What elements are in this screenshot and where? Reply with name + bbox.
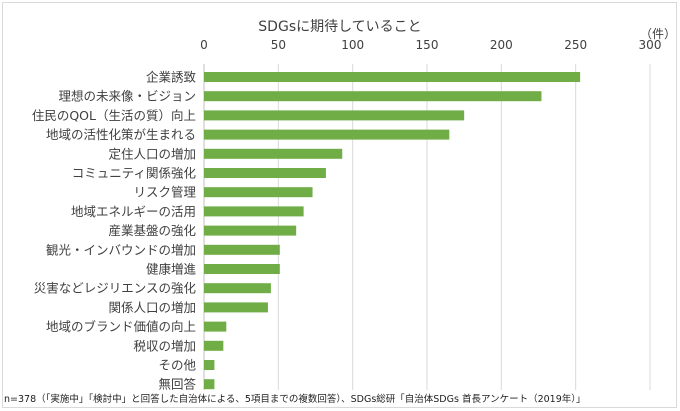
footnote: n=378（「実施中」「検討中」と回答した自治体による、5項目までの複数回答）、… <box>4 394 586 405</box>
bar-7 <box>204 206 304 217</box>
bar-14 <box>204 340 224 351</box>
bar-0 <box>204 72 581 82</box>
category-label-12: 関係人口の増加 <box>108 300 196 315</box>
x-tick-label-100: 100 <box>341 38 364 52</box>
category-label-1: 理想の未来像・ビジョン <box>58 89 196 104</box>
x-tick-label-50: 50 <box>271 38 286 52</box>
x-tick-label-200: 200 <box>490 38 513 52</box>
category-label-15: その他 <box>158 358 196 373</box>
bar-11 <box>204 283 271 294</box>
bar-3 <box>204 129 450 140</box>
category-label-6: リスク管理 <box>133 185 196 200</box>
bar-5 <box>204 168 326 178</box>
unit-label: （件） <box>640 27 677 41</box>
category-label-11: 災害などレジリエンスの強化 <box>34 281 197 296</box>
bar-8 <box>204 225 297 236</box>
bar-4 <box>204 148 343 159</box>
category-label-7: 地域エネルギーの活用 <box>71 204 196 219</box>
category-label-9: 観光・インバウンドの増加 <box>46 242 196 257</box>
category-label-16: 無回答 <box>158 377 196 392</box>
bar-16 <box>204 379 215 390</box>
x-tick-label-0: 0 <box>200 38 208 52</box>
bar-10 <box>204 264 280 274</box>
category-label-0: 企業誘致 <box>146 70 197 85</box>
bar-2 <box>204 110 465 121</box>
bar-15 <box>204 360 215 370</box>
category-label-8: 産業基盤の強化 <box>108 223 196 238</box>
category-label-14: 税収の増加 <box>133 338 196 353</box>
bar-13 <box>204 321 227 332</box>
category-label-4: 定住人口の増加 <box>108 146 196 161</box>
bar-9 <box>204 244 280 255</box>
x-tick-label-250: 250 <box>564 38 587 52</box>
category-label-10: 健康増進 <box>146 262 197 277</box>
chart-title: SDGsに期待していること <box>258 19 422 35</box>
category-label-3: 地域の活性化策が生まれる <box>46 127 196 142</box>
category-label-13: 地域のブランド価値の向上 <box>46 319 196 334</box>
category-label-5: コミュニティ関係強化 <box>72 166 197 181</box>
bar-1 <box>204 91 542 102</box>
category-label-2: 住民のQOL（生活の質）向上 <box>32 108 196 123</box>
bar-6 <box>204 187 313 198</box>
bar-12 <box>204 302 268 313</box>
x-tick-label-150: 150 <box>416 38 439 52</box>
x-tick-label-300: 300 <box>639 38 662 52</box>
